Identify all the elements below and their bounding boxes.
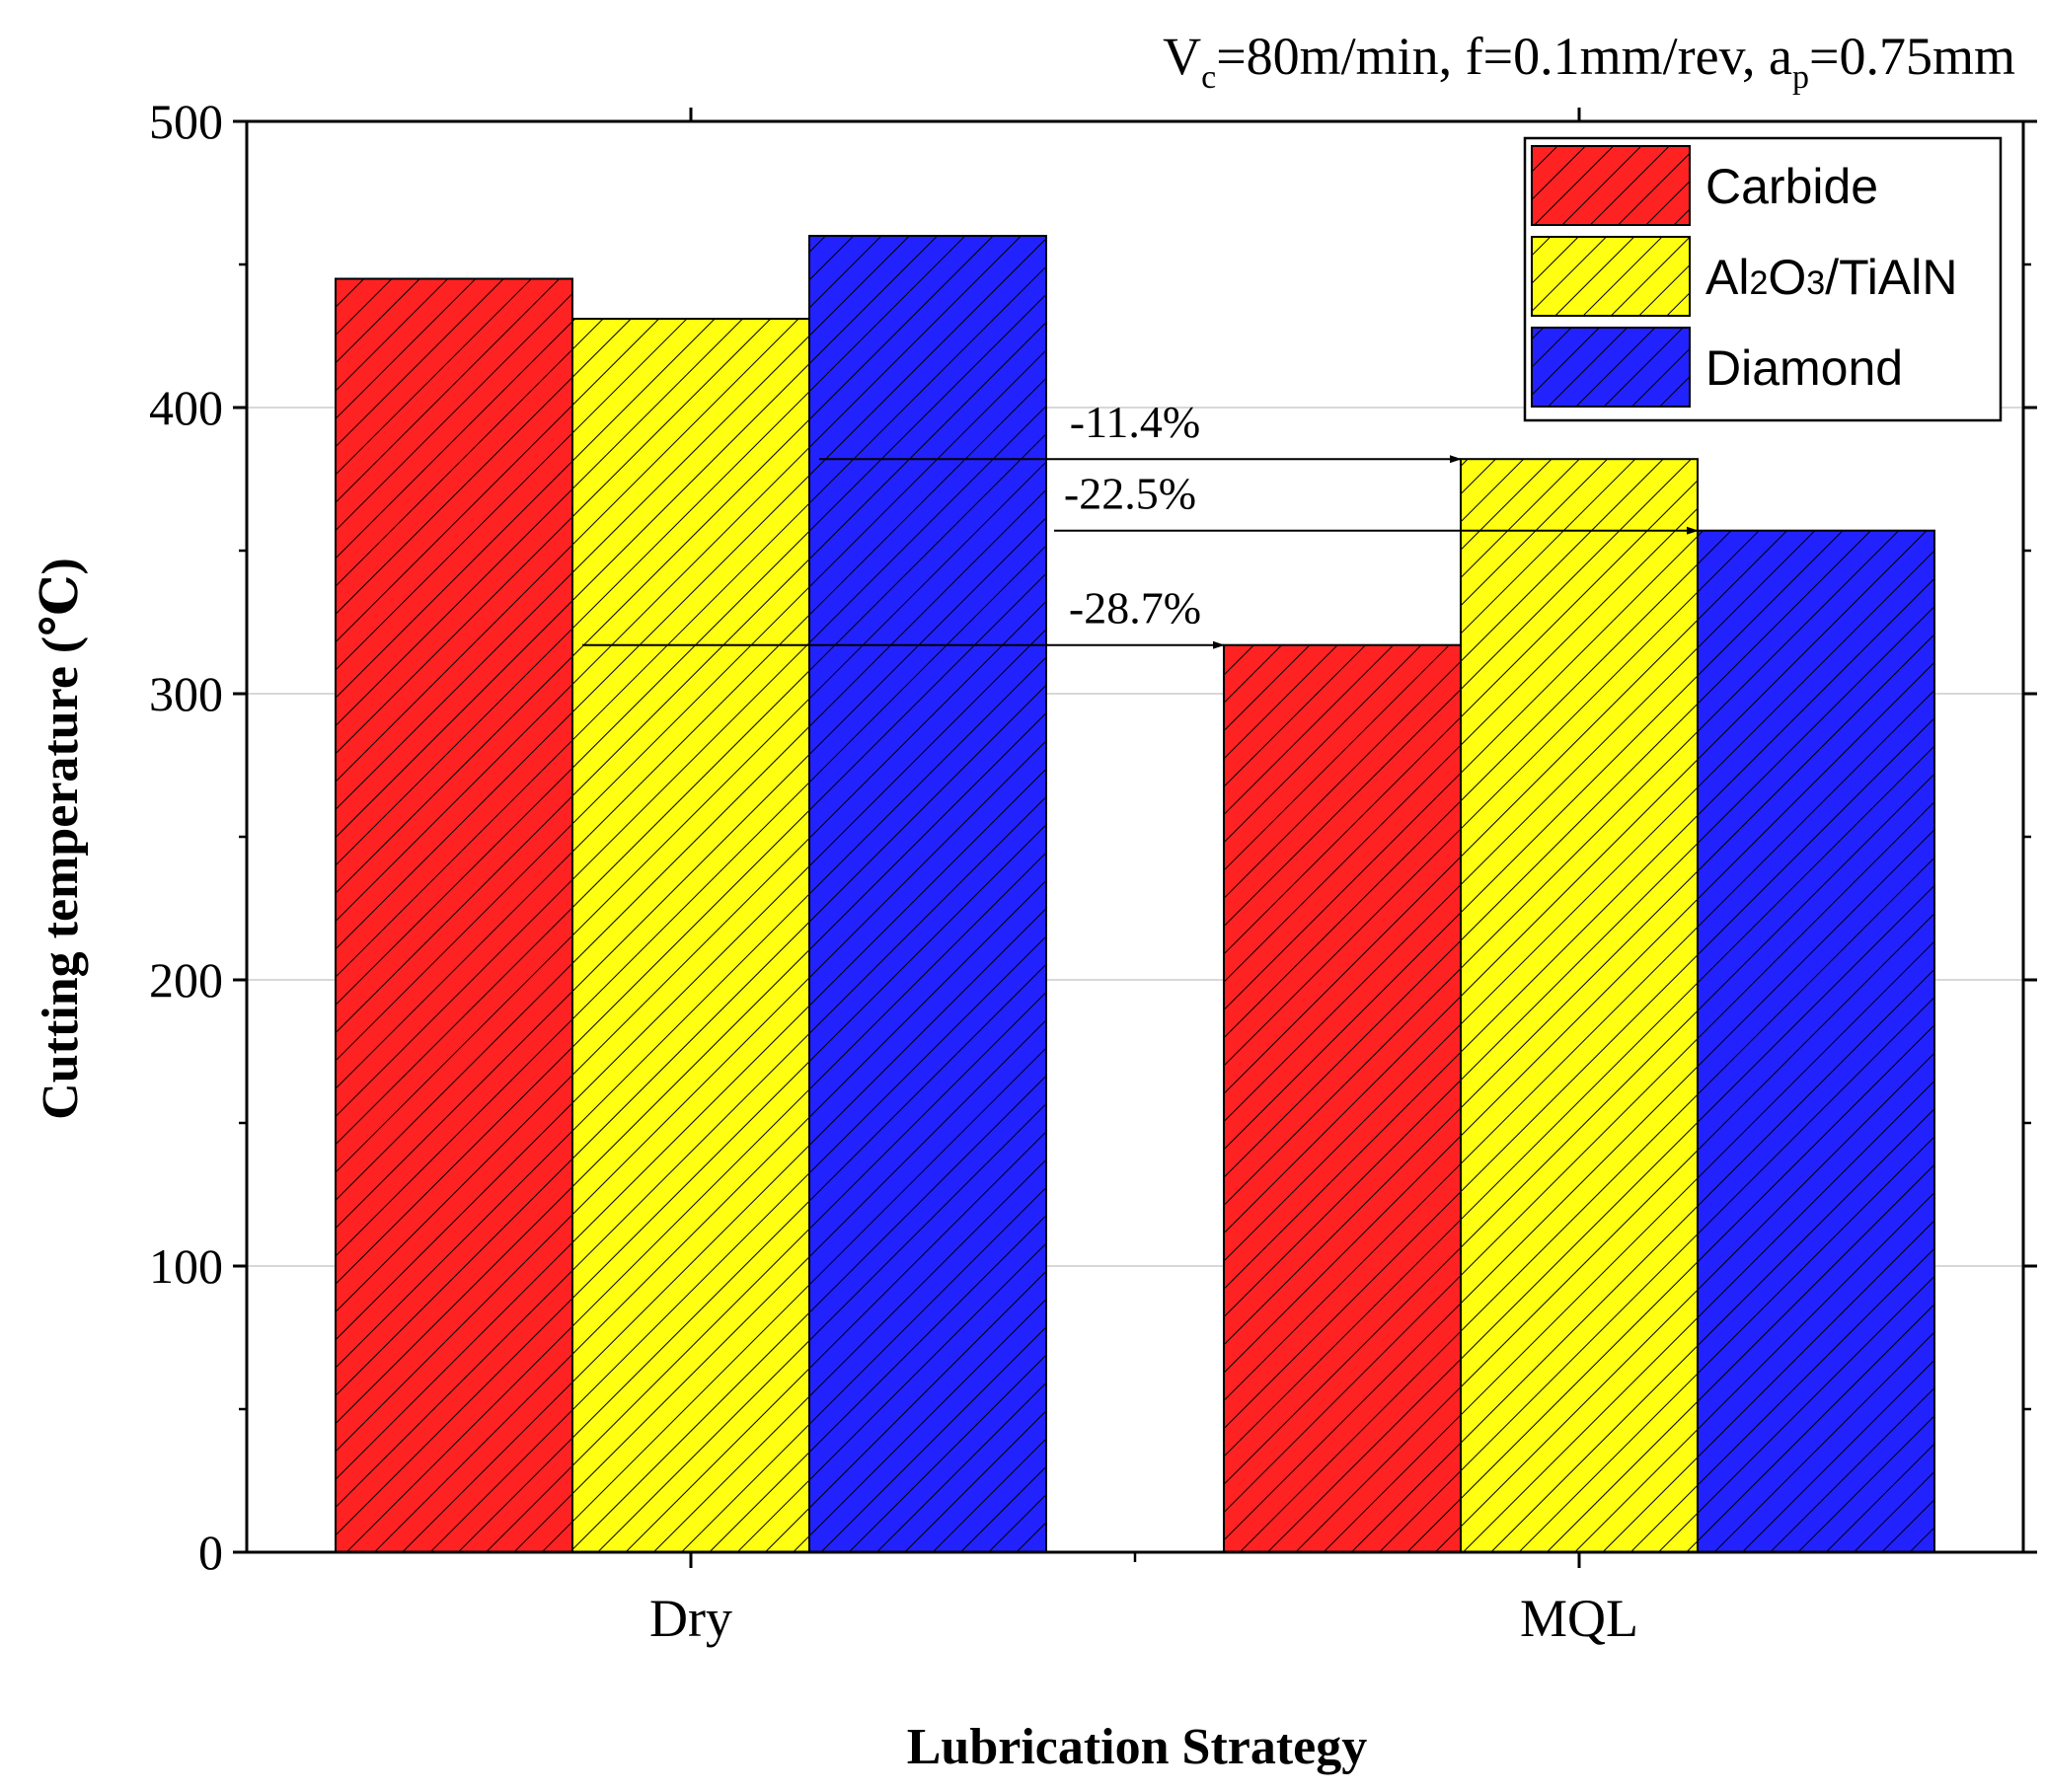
bar (1223, 643, 1462, 1553)
conditions-prefix: V (1163, 27, 1201, 86)
bars (335, 235, 1935, 1554)
bar-hatch (1223, 643, 1462, 1553)
legend-swatch-hatch (1531, 236, 1691, 317)
legend: Carbide Al2O3/TiAlN Diamond (1523, 136, 2003, 422)
legend-label: Al2O3/TiAlN (1705, 250, 1957, 305)
conditions-prefix-sub: c (1201, 59, 1216, 96)
annotation-label: -11.4% (1070, 397, 1200, 447)
axes: 0 100 200 300 400 500 Dry MQL (149, 94, 2037, 1648)
legend-swatch-hatch (1531, 327, 1691, 408)
legend-swatch-hatch (1531, 145, 1691, 226)
x-tick-label: Dry (649, 1589, 732, 1648)
bar-hatch (808, 235, 1047, 1553)
bar-hatch (335, 277, 573, 1553)
conditions-suffix: =0.75mm (1809, 27, 2015, 86)
bar (1460, 458, 1699, 1554)
legend-item: Diamond (1531, 327, 1903, 408)
bar-hatch (1697, 529, 1935, 1554)
bar-hatch (1460, 458, 1699, 1554)
legend-item: Al2O3/TiAlN (1531, 236, 1957, 317)
y-tick-label: 100 (149, 1238, 223, 1294)
x-tick-label: MQL (1520, 1589, 1638, 1648)
conditions-middle-sub: p (1792, 59, 1809, 96)
bar (1697, 529, 1935, 1554)
annotation-label: -28.7% (1069, 583, 1201, 634)
bar (808, 235, 1047, 1553)
y-axis-title: Cutting temperature (℃) (33, 558, 89, 1120)
annotation-label: -22.5% (1064, 469, 1196, 519)
bar (571, 318, 810, 1554)
y-tick-label: 400 (149, 380, 223, 435)
legend-label: Carbide (1705, 159, 1878, 214)
legend-label: Diamond (1705, 340, 1903, 396)
conditions-middle: =80m/min, f=0.1mm/rev, a (1216, 27, 1792, 86)
x-axis-title: Lubrication Strategy (907, 1719, 1368, 1775)
y-tick-label: 0 (198, 1525, 223, 1580)
y-tick-label: 500 (149, 94, 223, 149)
legend-item: Carbide (1531, 145, 1878, 226)
bar (335, 277, 573, 1553)
bar-hatch (571, 318, 810, 1554)
y-tick-label: 300 (149, 666, 223, 721)
annotations: -28.7% -11.4% -22.5% (582, 397, 1699, 649)
conditions-text: Vc=80m/min, f=0.1mm/rev, ap=0.75mm (1163, 27, 2015, 96)
y-tick-label: 200 (149, 952, 223, 1008)
